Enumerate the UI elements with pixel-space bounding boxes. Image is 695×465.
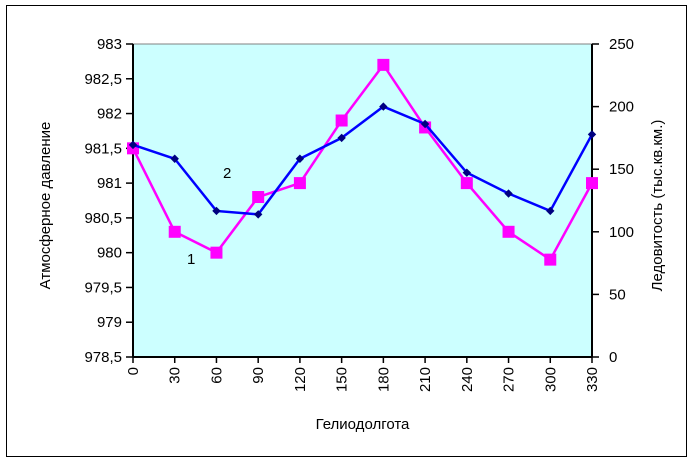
x-tick-label: 60 (208, 367, 225, 384)
series-2-point (253, 210, 263, 219)
axes (126, 43, 599, 363)
series-2-line (132, 105, 594, 216)
left-y-tick-label: 978,5 (84, 349, 122, 366)
x-tick-label: 0 (125, 367, 142, 375)
x-tick-label: 90 (250, 367, 267, 384)
series-2-point (128, 140, 138, 150)
right-y-axis-title: Ледовитость (тыс.кв.км.) (649, 120, 666, 292)
series-2-point (212, 206, 221, 216)
right-y-tick-label: 0 (609, 349, 617, 366)
series-2-label: 2 (223, 165, 231, 182)
x-tick-label: 120 (292, 367, 309, 392)
right-y-tick-label: 50 (609, 286, 626, 303)
left-y-tick-label: 979,5 (84, 279, 122, 296)
left-y-tick-label: 981,5 (84, 140, 122, 157)
x-tick-label: 180 (375, 367, 392, 392)
right-y-tick-label: 100 (609, 224, 634, 241)
x-tick-label: 240 (459, 367, 476, 392)
series-1-point (210, 246, 223, 259)
right-y-tick-label: 200 (609, 99, 634, 116)
series-1-line (131, 62, 594, 262)
series-1-point (377, 58, 390, 71)
series-2-point (546, 206, 555, 216)
left-y-tick-label: 980 (97, 245, 122, 262)
x-tick-label: 210 (417, 367, 434, 392)
x-tick-label: 270 (501, 367, 518, 392)
series-2-point (170, 154, 179, 163)
series-2-point (504, 189, 513, 198)
series-2-point (420, 119, 430, 129)
series-1-point (293, 177, 306, 190)
series-2-point (462, 168, 472, 177)
left-y-tick-label: 983 (97, 36, 122, 53)
series-2-point (587, 130, 597, 139)
series-1-point (544, 253, 557, 266)
left-y-tick-label: 980,5 (84, 210, 122, 227)
x-tick-label: 150 (334, 367, 351, 392)
x-tick-label: 300 (542, 367, 559, 392)
labels-layer: 983 982,5 982 981,5 981 980,5 980 979,5 979 978,5… (84, 36, 634, 392)
series-1-point (168, 225, 181, 238)
right-y-tick-label: 250 (609, 36, 634, 53)
series-2-point (337, 133, 346, 143)
x-axis-title: Гелиодолгота (316, 416, 410, 433)
series-2-point (379, 102, 388, 111)
left-y-tick-label: 979 (97, 314, 122, 331)
right-y-tick-label: 150 (609, 161, 634, 178)
left-y-tick-label: 982,5 (84, 71, 122, 88)
series-1-point (502, 225, 515, 238)
x-tick-label: 330 (584, 367, 601, 392)
series-1-point (252, 191, 265, 204)
left-y-axis-title: Атмосферное давление (37, 122, 54, 290)
series-layer (127, 58, 598, 266)
left-y-tick-label: 982 (97, 106, 122, 123)
series-1-point (335, 114, 348, 127)
series-1-label: 1 (187, 251, 195, 268)
series-2-point (295, 154, 305, 163)
series-1-point (460, 177, 473, 190)
left-y-tick-label: 981 (97, 175, 122, 192)
series-1-point (586, 177, 598, 190)
x-tick-label: 30 (167, 367, 184, 384)
